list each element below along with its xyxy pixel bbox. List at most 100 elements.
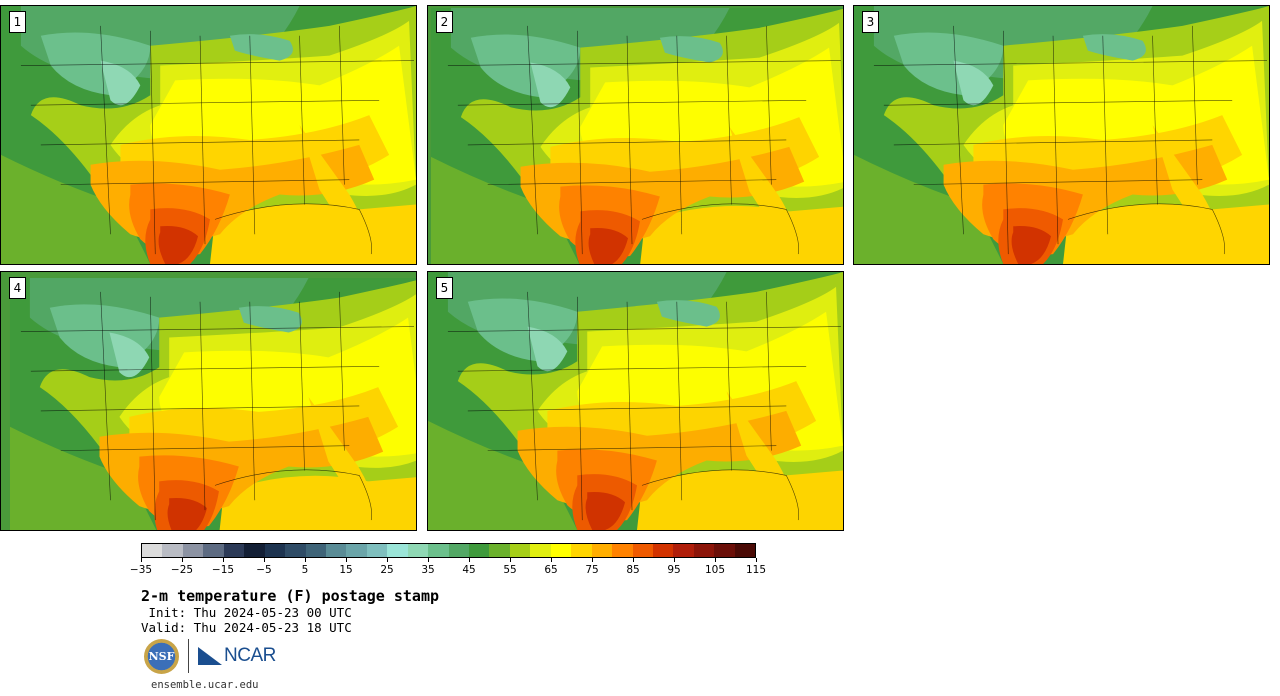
colorbar-tick-label: −35 — [129, 564, 153, 576]
temperature-region — [656, 300, 720, 327]
temperature-region — [726, 391, 797, 513]
panel-number: 5 — [436, 277, 453, 299]
temperature-region — [527, 326, 568, 372]
colorbar-swatch — [407, 544, 429, 557]
temperature-region — [659, 36, 723, 63]
state-boundary — [953, 25, 964, 235]
temperature-map — [9, 277, 416, 530]
logo-divider — [188, 639, 189, 673]
postage-stamp-map-4: 4 — [0, 271, 417, 531]
colorbar-tick — [305, 558, 306, 562]
temperature-map — [1, 6, 416, 264]
colorbar-swatch — [244, 544, 265, 557]
state-boundary — [1002, 30, 1009, 255]
state-boundary — [60, 179, 350, 185]
colorbar-tick — [223, 558, 224, 562]
temperature-region — [238, 306, 302, 333]
state-boundary — [913, 179, 1203, 185]
colorbar-swatch — [612, 544, 633, 557]
state-boundary — [339, 25, 345, 185]
temperature-region — [100, 60, 141, 106]
temperature-region — [9, 426, 157, 530]
colorbar-tick — [756, 558, 757, 562]
state-boundary — [527, 25, 538, 235]
temperature-region — [1152, 125, 1223, 247]
colorbar-swatch — [714, 544, 735, 557]
colorbar-tick — [387, 558, 388, 562]
state-boundary — [883, 99, 1233, 106]
colorbar-swatch — [571, 544, 592, 557]
state-boundary — [30, 99, 380, 106]
state-boundary — [199, 35, 206, 245]
colorbar-tick-label: 55 — [503, 564, 517, 576]
colorbar-swatch — [673, 544, 694, 557]
temperature-region — [158, 226, 199, 264]
temperature-region — [636, 469, 843, 530]
colorbar-tick-label: 5 — [301, 564, 309, 576]
colorbar-swatch — [366, 544, 388, 557]
colorbar-swatch — [448, 544, 469, 557]
temperature-region — [640, 205, 843, 264]
temperature-region — [585, 492, 626, 530]
colorbar-swatch — [530, 544, 551, 557]
colorbar-swatch — [734, 544, 756, 557]
colorbar-swatch — [285, 544, 306, 557]
colorbar-tick — [182, 558, 183, 562]
state-boundary — [149, 30, 156, 255]
init-time: Init: Thu 2024-05-23 00 UTC — [141, 605, 352, 620]
temperature-region — [530, 62, 571, 108]
state-boundary — [249, 301, 256, 501]
temperature-region — [854, 154, 1004, 264]
temperature-region — [428, 420, 578, 530]
temperature-region — [1082, 34, 1146, 61]
ncar-mark-icon — [198, 647, 222, 665]
colorbar-tick — [592, 558, 593, 562]
colorbar-tick-label: 75 — [585, 564, 599, 576]
temperature-region — [953, 60, 994, 106]
colorbar-swatch — [223, 544, 245, 557]
panel-number: 4 — [9, 277, 26, 299]
postage-stamp-map-2: 2 — [427, 5, 844, 265]
colorbar-tick — [674, 558, 675, 562]
temperature-region — [1062, 203, 1269, 264]
state-boundary — [641, 203, 799, 255]
state-boundary — [214, 469, 372, 521]
colorbar-swatch — [203, 544, 224, 557]
colorbar-swatch — [652, 544, 674, 557]
colorbar-swatch — [182, 544, 204, 557]
figure-title: 2-m temperature (F) postage stamp — [141, 587, 440, 605]
colorbar-tick — [346, 558, 347, 562]
temperature-region — [1, 154, 151, 264]
colorbar-tick-label: 15 — [339, 564, 353, 576]
postage-stamp-map-5: 5 — [427, 271, 844, 531]
postage-stamp-map-1: 1 — [0, 5, 417, 265]
colorbar-ticks: −35 −25 −15 −5 5 15 25 35 45 55 65 75 85 95 105 115 — [130, 558, 766, 578]
colorbar-swatch — [509, 544, 531, 557]
colorbar-tick-label: 45 — [462, 564, 476, 576]
temperature-map — [428, 272, 843, 530]
temperature-region — [308, 397, 379, 519]
panel-number: 1 — [9, 11, 26, 33]
nsf-logo: NSF — [144, 638, 179, 674]
colorbar-tick — [633, 558, 634, 562]
colorbar-tick — [141, 558, 142, 562]
state-boundary — [100, 25, 111, 235]
colorbar-swatch — [693, 544, 715, 557]
state-boundary — [447, 326, 842, 332]
temperature-region — [109, 332, 150, 378]
state-boundary — [1192, 25, 1198, 185]
temperature-region — [430, 156, 580, 264]
colorbar-tick — [264, 558, 265, 562]
temperature-colorbar — [141, 543, 756, 558]
colorbar-swatch — [591, 544, 613, 557]
state-boundary — [487, 445, 777, 451]
colorbar-tick — [551, 558, 552, 562]
state-boundary — [726, 35, 732, 205]
state-boundary — [299, 35, 305, 205]
state-boundary — [676, 35, 683, 235]
ncar-logo-text: NCAR — [224, 645, 276, 666]
state-boundary — [626, 35, 633, 245]
state-boundary — [447, 60, 842, 66]
temperature-region — [1011, 226, 1052, 264]
temperature-region — [229, 34, 293, 61]
